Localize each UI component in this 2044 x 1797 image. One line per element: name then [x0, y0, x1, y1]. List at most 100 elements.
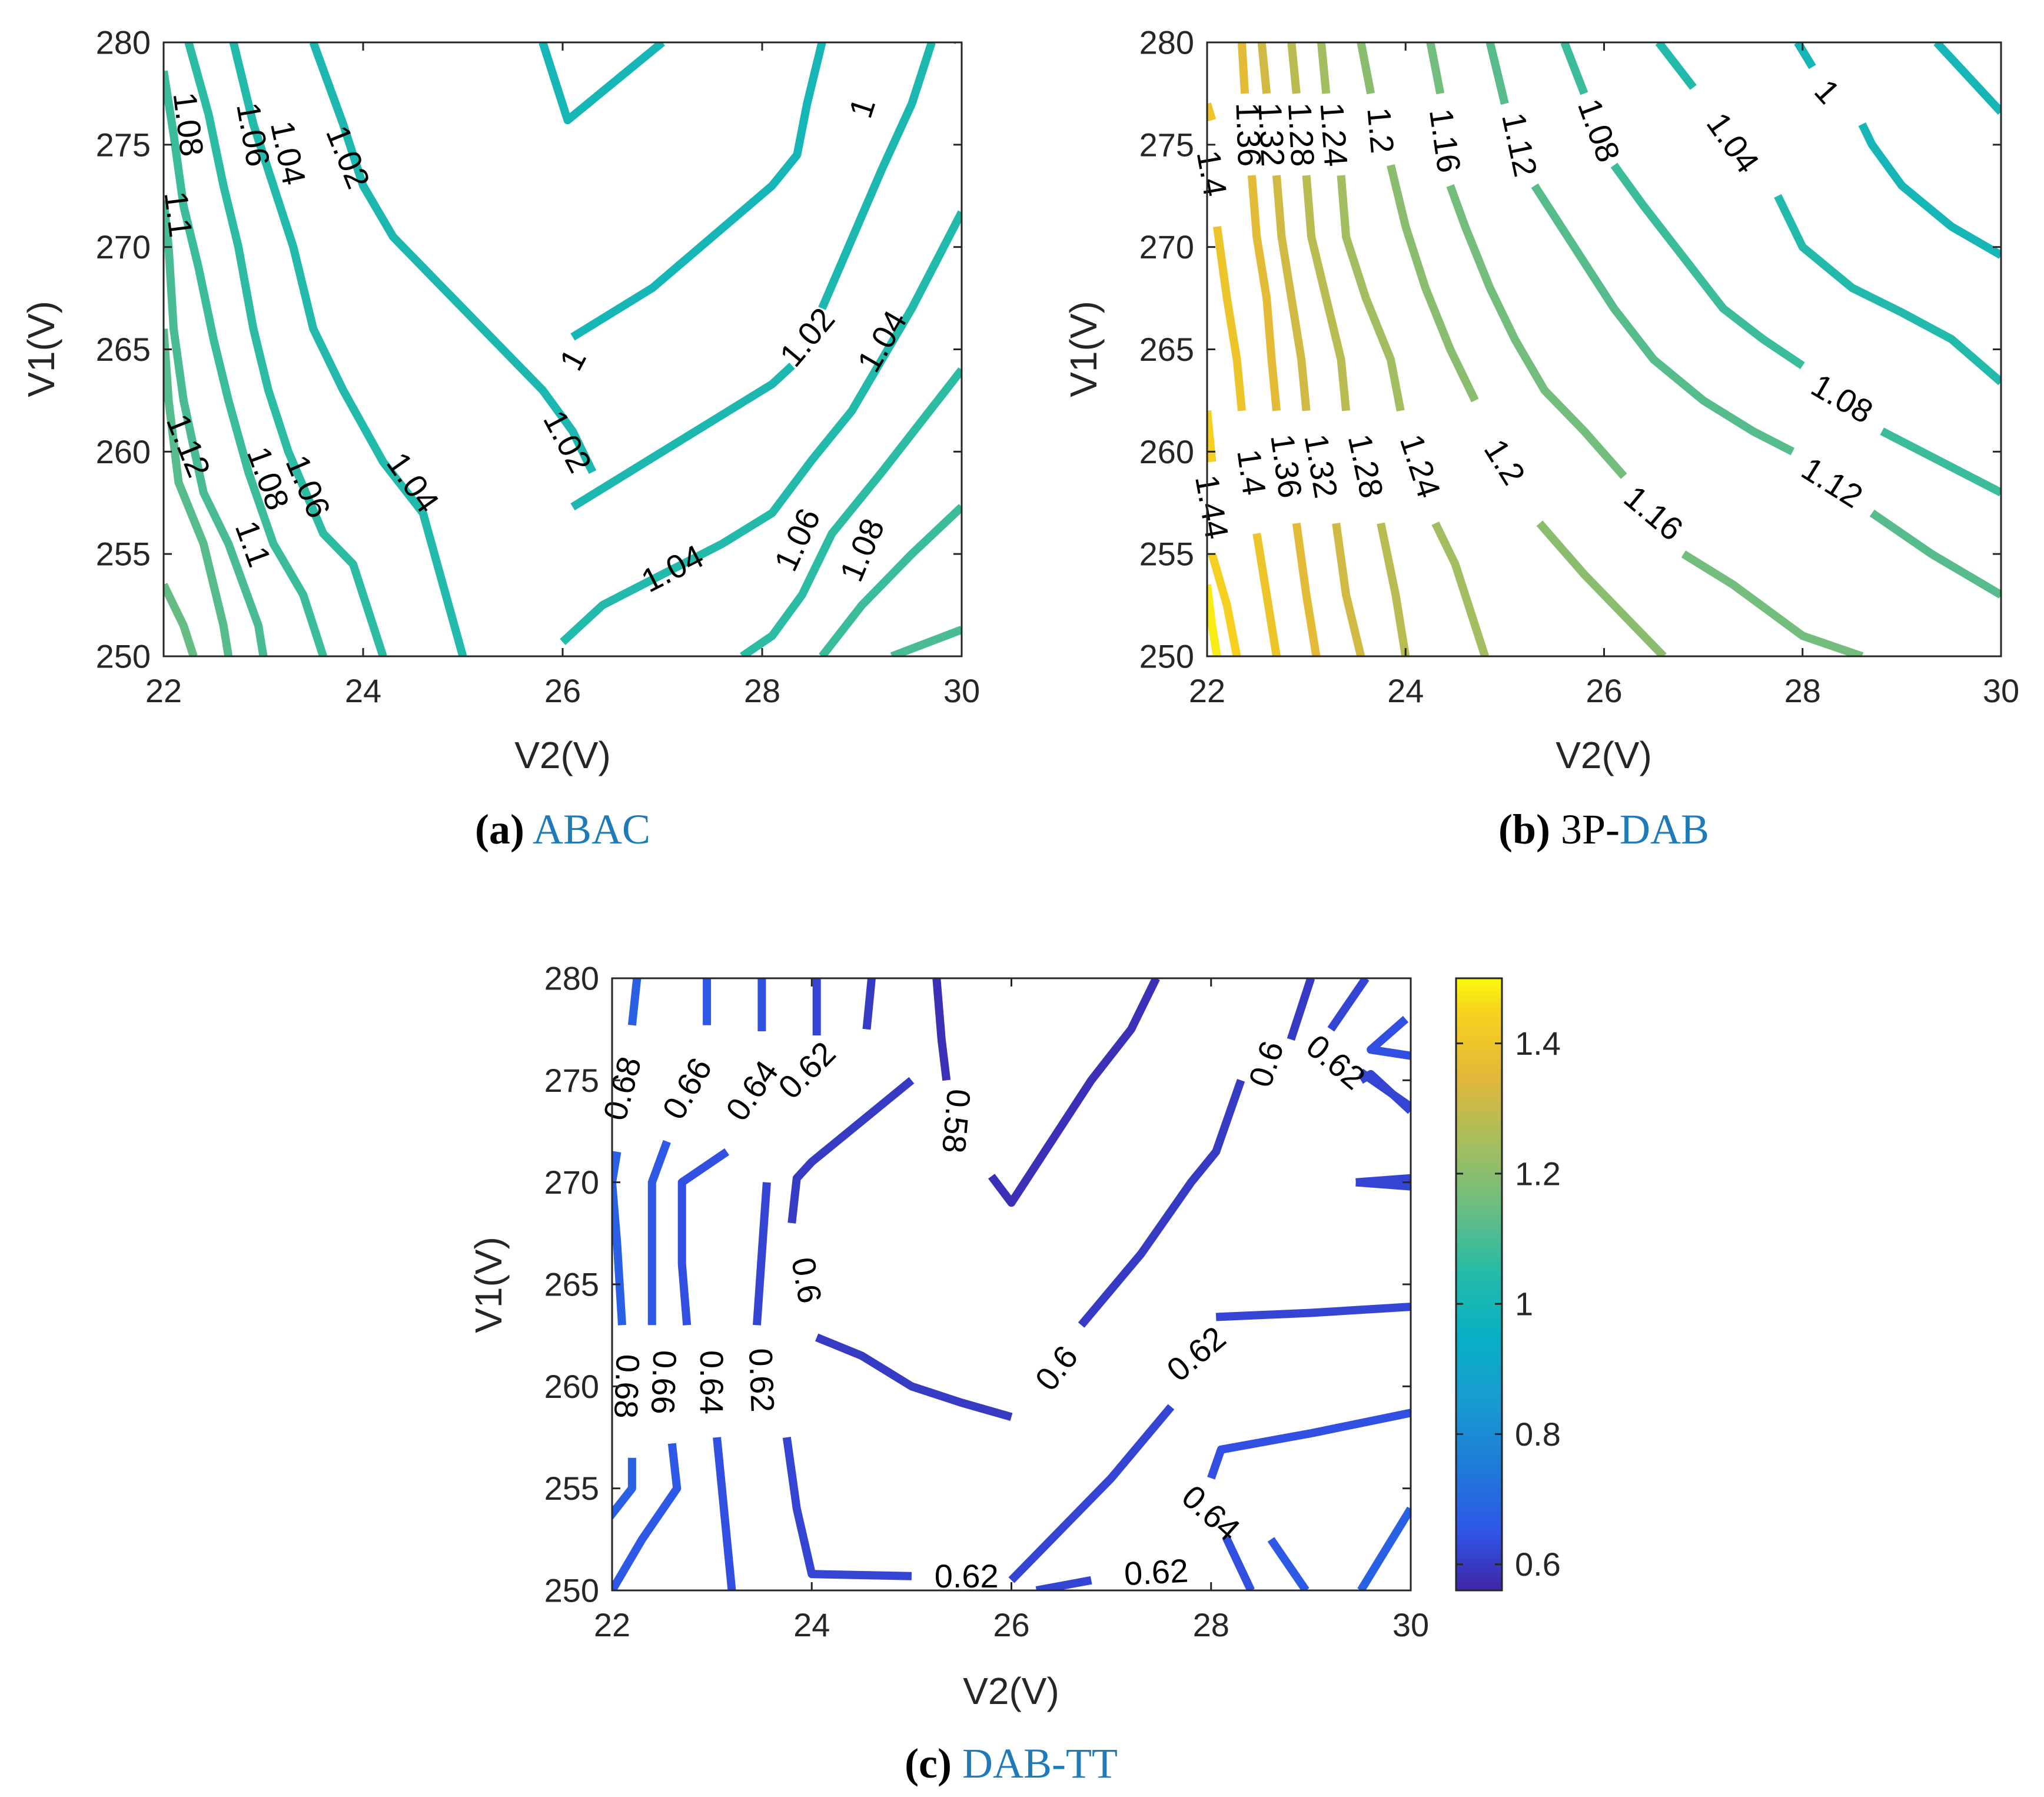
contour-line-a-1-04	[952, 42, 956, 45]
contour-line-b-1-2	[1536, 520, 1667, 656]
contour-line-b-1-36	[1292, 523, 1321, 656]
y-tick-label-c: 270	[544, 1164, 599, 1201]
caption-text-b[interactable]: DAB	[1620, 806, 1709, 853]
contour-line-b-1-2	[1387, 164, 1479, 403]
contour-label-b: 1.08	[1805, 366, 1879, 430]
y-tick-label-a: 280	[96, 24, 151, 61]
contour-label-b: 1.44	[1188, 472, 1236, 542]
contour-line-a-1-04	[229, 42, 467, 656]
contour-line-a-1-1	[164, 199, 268, 656]
contour-line-b-1-04	[1655, 42, 1697, 90]
contour-label-a: 1	[842, 94, 883, 122]
y-tick-label-b: 270	[1139, 228, 1194, 265]
plot-frame-c	[611, 977, 1412, 1592]
contour-label-b: 1.24	[1393, 430, 1448, 502]
x-tick-label-b: 30	[1983, 672, 2019, 709]
contour-line-c-0-68	[627, 978, 642, 1026]
contour-line-b-1-4	[1252, 533, 1281, 656]
contour-line-c-0-66	[1267, 1537, 1310, 1590]
contour-label-a: 1.12	[159, 409, 218, 483]
x-tick-label-a: 24	[345, 672, 381, 709]
contour-line-a-1-04	[560, 210, 962, 645]
contour-line-b-1-24	[1431, 521, 1489, 656]
colorbar-tick-label: 1.4	[1515, 1025, 1561, 1062]
contour-line-c-0-64	[1207, 1409, 1411, 1480]
contour-line-b-1-08	[1880, 427, 2001, 497]
contour-line-b-1	[1794, 42, 1816, 69]
x-tick-label-c: 22	[594, 1606, 630, 1643]
contour-line-b-1-16	[1426, 42, 1445, 95]
contour-label-c: 0.64	[1175, 1477, 1247, 1548]
colorbar-tick-label: 1	[1515, 1286, 1533, 1323]
contour-label-c: 0.62	[1299, 1027, 1372, 1097]
contour-line-a-1-02	[309, 42, 597, 474]
contour-line-a-1-14	[164, 583, 198, 656]
contour-line-a-1-06	[184, 42, 387, 656]
contour-line-b-1-24	[1337, 175, 1405, 412]
contour-label-c: 0.6	[1028, 1338, 1085, 1397]
contour-line-c-0-66	[647, 1140, 671, 1326]
y-tick-label-b: 275	[1139, 126, 1194, 163]
caption-text-a[interactable]: ABAC	[533, 806, 650, 853]
y-tick-label-b: 265	[1139, 331, 1194, 368]
contour-line-b-1-16	[1681, 550, 1864, 656]
contour-label-b: 1	[1807, 72, 1847, 111]
contour-label-b: 1.16	[1617, 478, 1690, 547]
contour-line-b-1-04	[1774, 194, 2001, 386]
contour-line-b-1-44	[1208, 553, 1241, 656]
contour-label-b: 1.4	[1190, 148, 1235, 200]
y-tick-label-c: 280	[544, 960, 599, 997]
contour-label-c: 0.62	[742, 1347, 782, 1413]
y-tick-label-b: 250	[1139, 638, 1194, 675]
y-tick-label-c: 255	[544, 1470, 599, 1507]
contour-line-c-0-62	[782, 1437, 912, 1580]
contour-line-b-1-12	[1531, 183, 1795, 456]
colorbar-tick-label: 1.2	[1515, 1155, 1561, 1192]
x-axis-label-a: V2(V)	[514, 734, 611, 776]
caption-c: (c) DAB-TT	[905, 1740, 1118, 1787]
caption-b: (b) 3P-DAB	[1498, 806, 1709, 853]
contour-line-c-0-62	[1358, 1069, 1411, 1114]
contour-line-a-1-06	[740, 367, 962, 656]
contour-panel-a: 111.021.021.021.041.041.041.041.061.061.…	[20, 24, 980, 853]
contour-label-c: 0.66	[644, 1350, 684, 1415]
colorbar-tick-label: 0.8	[1515, 1416, 1561, 1453]
caption-letter-a: (a)	[475, 806, 524, 853]
caption-text-c[interactable]: DAB-TT	[962, 1740, 1118, 1787]
x-tick-label-b: 24	[1387, 672, 1424, 709]
contour-line-b-1-08	[1610, 162, 1805, 370]
x-tick-label-a: 28	[744, 672, 780, 709]
contour-label-b: 1.36	[1229, 102, 1268, 167]
contour-line-b-1-28	[1287, 42, 1301, 94]
x-axis-label-b: V2(V)	[1556, 734, 1652, 776]
contour-line-a-1	[539, 42, 665, 125]
x-tick-label-c: 26	[993, 1606, 1029, 1643]
contour-label-a: 1.02	[772, 301, 842, 374]
contour-label-b: 1.4	[1230, 447, 1273, 497]
contour-line-b-1-08	[1560, 42, 1588, 95]
y-tick-label-c: 275	[544, 1062, 599, 1099]
contour-label-b: 1.16	[1423, 107, 1468, 175]
contour-label-c: 0.64	[718, 1054, 785, 1127]
contour-line-b-1-32	[1332, 523, 1365, 656]
contour-label-c: 0.6	[785, 1254, 829, 1306]
colorbar: 0.6 0.8 1 1.2 1.4	[1455, 977, 1561, 1592]
contour-line-b-1-12	[1869, 509, 2001, 599]
contour-line-c-0-62	[1327, 978, 1370, 1032]
caption-letter-b: (b)	[1498, 806, 1550, 853]
contour-label-b: 1.12	[1795, 450, 1869, 515]
contour-label-a: 1	[552, 343, 593, 376]
y-tick-label-a: 250	[96, 638, 151, 675]
y-tick-label-b: 280	[1139, 24, 1194, 61]
contour-line-c-0-64	[713, 1437, 736, 1590]
contour-label-c: 0.68	[596, 1052, 648, 1124]
contour-line-c-0-62	[1355, 1174, 1411, 1191]
contour-line-c-0-68	[612, 1457, 636, 1521]
contour-label-a: 1.02	[319, 120, 377, 194]
contour-line-b-1-4	[1212, 225, 1246, 411]
contour-line-c-0-6	[787, 1077, 915, 1224]
contour-line-b-1	[1858, 122, 2001, 259]
caption-a: (a) ABAC	[475, 806, 650, 853]
x-tick-label-a: 30	[943, 672, 980, 709]
